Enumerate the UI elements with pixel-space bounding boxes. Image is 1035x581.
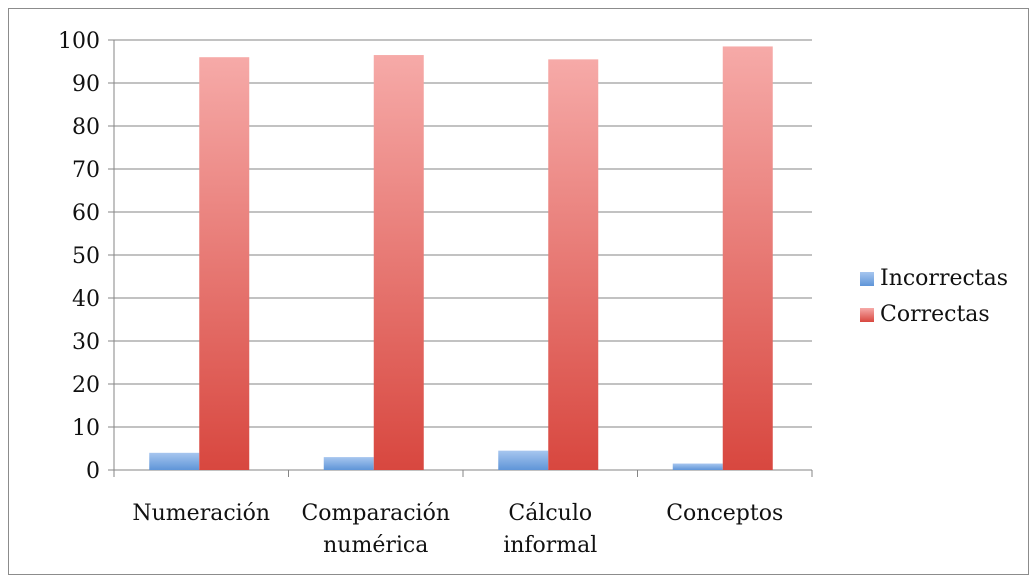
legend-label-correctas: Correctas xyxy=(880,302,990,327)
y-tick-label-0: 0 xyxy=(86,459,100,484)
chart-frame xyxy=(8,8,1029,575)
x-tick-label-3: Conceptos xyxy=(666,501,783,526)
bar-incorrectas-3 xyxy=(672,463,723,470)
legend-swatch-correctas xyxy=(860,308,874,322)
bar-correctas-3 xyxy=(722,46,773,470)
bar-correctas-0 xyxy=(199,57,250,470)
x-tick-label-line: informal xyxy=(503,533,597,558)
x-tick-label-line: Comparación xyxy=(301,501,450,526)
bar-incorrectas-1 xyxy=(323,457,374,470)
bar-correctas-2 xyxy=(548,59,599,470)
x-tick-label-1: Comparación numérica xyxy=(301,501,450,558)
legend: Incorrectas Correctas xyxy=(860,264,1030,336)
bar-incorrectas-0 xyxy=(149,452,200,470)
x-tick-label-line: numérica xyxy=(323,533,428,558)
y-tick-label-10: 10 xyxy=(72,416,100,441)
x-tick-label-line: Numeración xyxy=(132,501,270,526)
bar-incorrectas-2 xyxy=(498,450,549,470)
y-tick-label-70: 70 xyxy=(72,158,100,183)
y-tick-label-80: 80 xyxy=(72,115,100,140)
legend-label-incorrectas: Incorrectas xyxy=(880,266,1009,291)
legend-item-correctas: Correctas xyxy=(860,300,1030,330)
x-tick-label-2: Cálculo informal xyxy=(503,501,597,558)
y-tick-label-50: 50 xyxy=(72,244,100,269)
y-tick-label-20: 20 xyxy=(72,373,100,398)
x-tick-label-line: Cálculo xyxy=(508,501,592,526)
x-tick-label-0: Numeración xyxy=(132,501,270,526)
legend-item-incorrectas: Incorrectas xyxy=(860,264,1030,294)
y-tick-label-60: 60 xyxy=(72,201,100,226)
y-tick-label-90: 90 xyxy=(72,72,100,97)
y-tick-label-30: 30 xyxy=(72,330,100,355)
y-tick-label-40: 40 xyxy=(72,287,100,312)
x-tick-label-line: Conceptos xyxy=(666,501,783,526)
legend-swatch-incorrectas xyxy=(860,272,874,286)
bar-correctas-1 xyxy=(373,55,424,471)
y-tick-label-100: 100 xyxy=(58,29,100,54)
